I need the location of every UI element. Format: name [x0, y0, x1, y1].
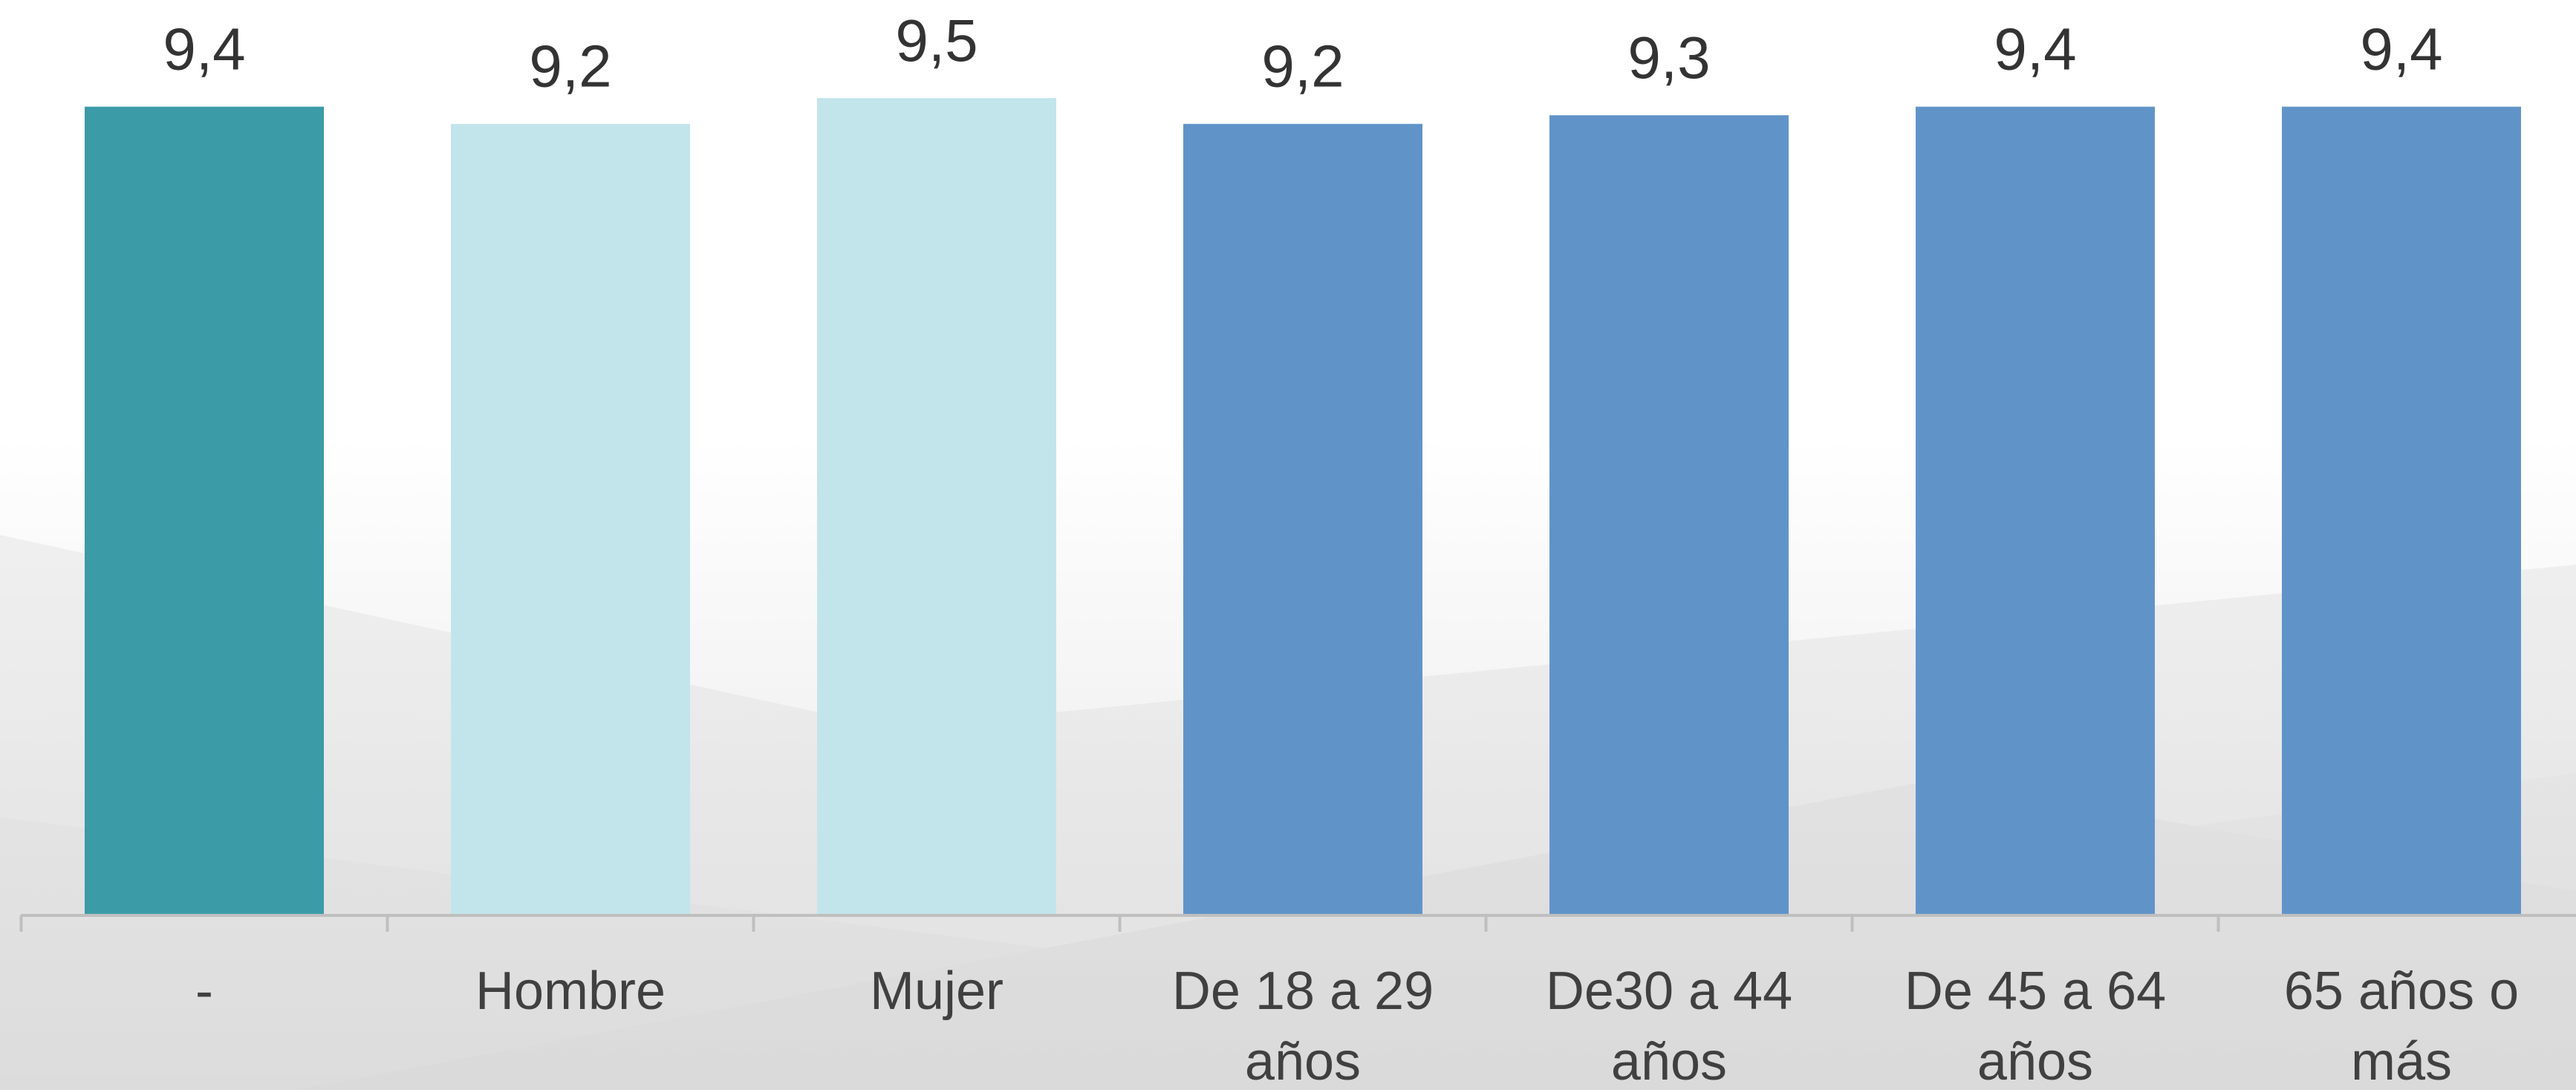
x-tick-label-line: -	[195, 961, 213, 1021]
bars-group	[85, 98, 2521, 916]
value-label-3: 9,5	[895, 7, 978, 74]
x-tick-label-line: De 18 a 29	[1172, 961, 1434, 1021]
x-tick-label-line: más	[2351, 1032, 2452, 1090]
x-tick-label-line: años	[1611, 1032, 1727, 1090]
x-tick-label-line: 65 años o	[2284, 961, 2519, 1021]
bar-2	[451, 123, 690, 916]
x-tick-label-6: De 45 a 64 años	[1905, 961, 2166, 1090]
bar-7	[2282, 106, 2521, 915]
x-tick-label-3: Mujer	[870, 961, 1004, 1021]
bar-4	[1183, 123, 1422, 916]
value-label-1: 9,4	[163, 16, 245, 82]
x-tick-label-line: De 45 a 64	[1905, 961, 2166, 1021]
x-axis-ticks-group	[19, 915, 2220, 932]
x-tick-label-7: 65 años o más	[2284, 961, 2519, 1090]
value-label-2: 9,2	[529, 33, 611, 100]
value-label-6: 9,4	[1994, 16, 2076, 82]
value-label-4: 9,2	[1261, 33, 1344, 100]
bar-1	[85, 106, 324, 915]
bar-3	[817, 98, 1056, 915]
x-tick-label-line: Hombre	[475, 961, 666, 1021]
bar-5	[1549, 115, 1789, 915]
bar-6	[1916, 106, 2155, 915]
x-tick-label-5: De30 a 44 años	[1546, 961, 1792, 1090]
x-tick-label-line: De30 a 44	[1546, 961, 1792, 1021]
x-tick-label-2: Hombre	[475, 961, 666, 1021]
x-tick-label-1: -	[195, 961, 213, 1021]
x-tick-label-4: De 18 a 29 años	[1172, 961, 1434, 1090]
value-label-5: 9,3	[1627, 25, 1710, 91]
x-tick-label-line: años	[1977, 1032, 2093, 1090]
x-tick-label-line: Mujer	[870, 961, 1004, 1021]
x-tick-label-line: años	[1245, 1032, 1361, 1090]
value-labels-group: 9,4 9,2 9,5 9,2 9,3 9,4 9,4	[163, 7, 2442, 100]
value-label-7: 9,4	[2360, 16, 2442, 82]
